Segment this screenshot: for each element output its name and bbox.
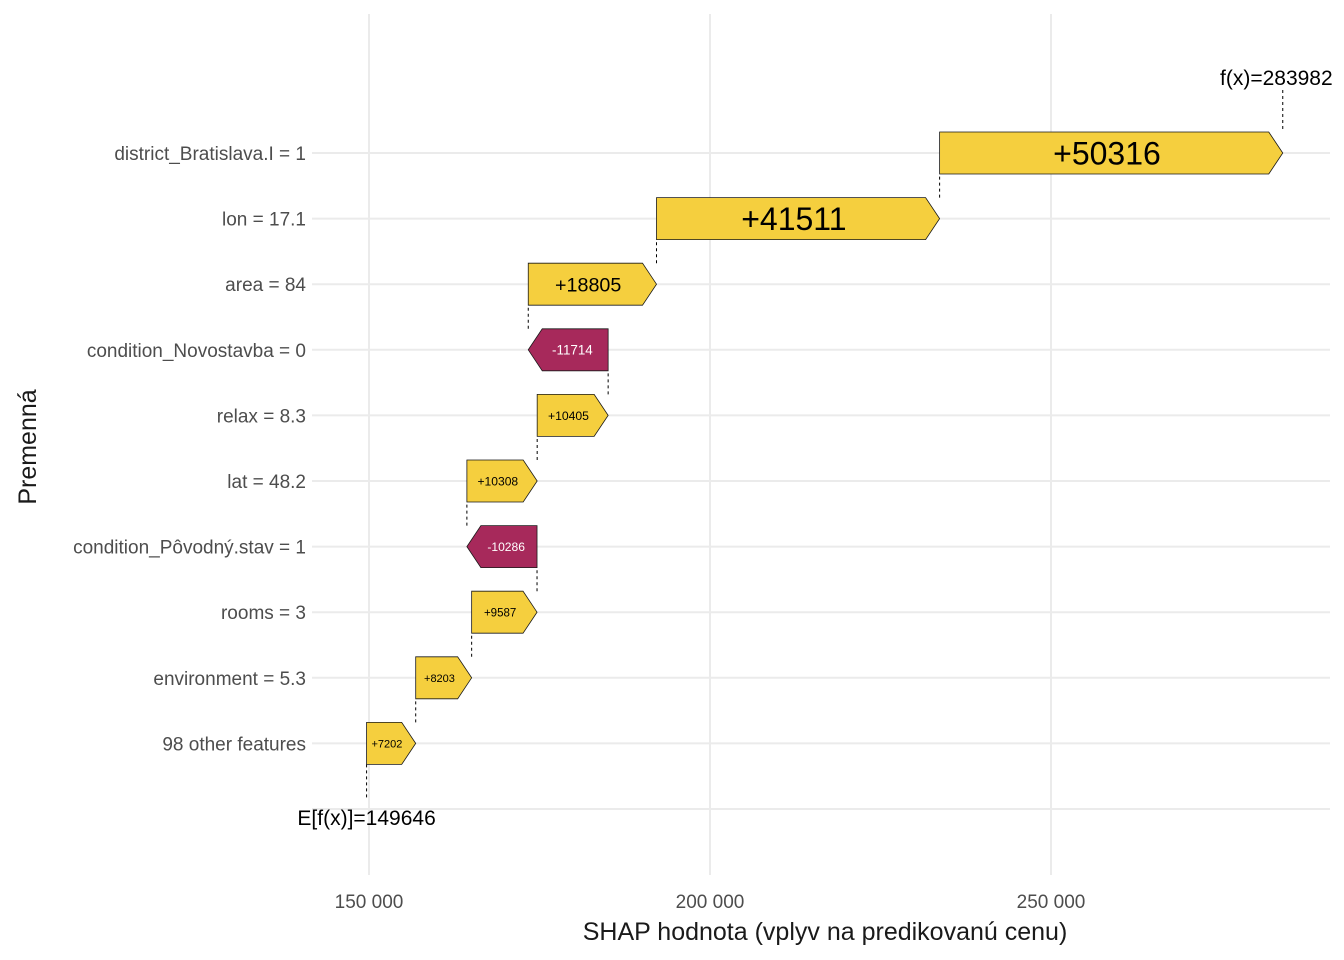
y-axis-title: Premenná: [14, 389, 42, 504]
x-axis-title: SHAP hodnota (vplyv na predikovanú cenu): [583, 918, 1068, 946]
bar-value-label: +8203: [424, 673, 455, 685]
bar-value-label: +10405: [548, 409, 589, 423]
bars: +50316 +41511 +18805 -11714 +10405 +10308 -102…: [366, 131, 1284, 765]
bar-value-label: +41511: [741, 201, 846, 237]
bar-value-label: -11714: [552, 343, 593, 358]
waterfall-bar: [415, 656, 473, 700]
waterfall-bar: [656, 197, 941, 241]
bar-value-label: +7202: [371, 738, 402, 750]
waterfall-bar: [466, 459, 538, 503]
waterfall-bar: [527, 262, 657, 306]
feature-label: relax = 8.3: [217, 406, 306, 427]
feature-label: condition_Novostavba = 0: [87, 341, 306, 362]
bar-value-label: +50316: [1053, 136, 1161, 172]
feature-label: area = 84: [225, 275, 306, 296]
feature-label: lon = 17.1: [222, 210, 306, 231]
waterfall-bar: [471, 590, 538, 634]
feature-label: district_Bratislava.I = 1: [114, 144, 306, 165]
x-tick-label: 200 000: [676, 892, 745, 913]
feature-label: 98 other features: [162, 734, 306, 755]
bar-value-label: -10286: [487, 540, 525, 554]
waterfall-bar: [466, 525, 538, 568]
feature-label: lat = 48.2: [227, 472, 306, 493]
waterfall-bar: [366, 722, 417, 765]
bar-value-label: +10308: [477, 474, 518, 488]
feature-labels: district_Bratislava.I = 1 lon = 17.1 area …: [73, 144, 306, 755]
x-tick-labels: 150 000 200 000 250 000: [335, 892, 1086, 913]
bar-value-label: +9587: [484, 607, 516, 619]
feature-label: rooms = 3: [221, 603, 306, 624]
base-value-annotation: E[f(x)]=149646: [297, 807, 435, 830]
x-tick-label: 250 000: [1017, 892, 1086, 913]
waterfall-bar: [536, 393, 609, 437]
x-tick-label: 150 000: [335, 892, 404, 913]
feature-label: environment = 5.3: [153, 669, 306, 690]
connector-lines: [366, 90, 1284, 800]
waterfall-bar: [939, 131, 1284, 175]
waterfall-bar: [527, 328, 609, 372]
feature-label: condition_Pôvodný.stav = 1: [73, 538, 306, 559]
bar-value-label: +18805: [555, 274, 621, 296]
final-value-annotation: f(x)=283982: [1220, 67, 1333, 90]
